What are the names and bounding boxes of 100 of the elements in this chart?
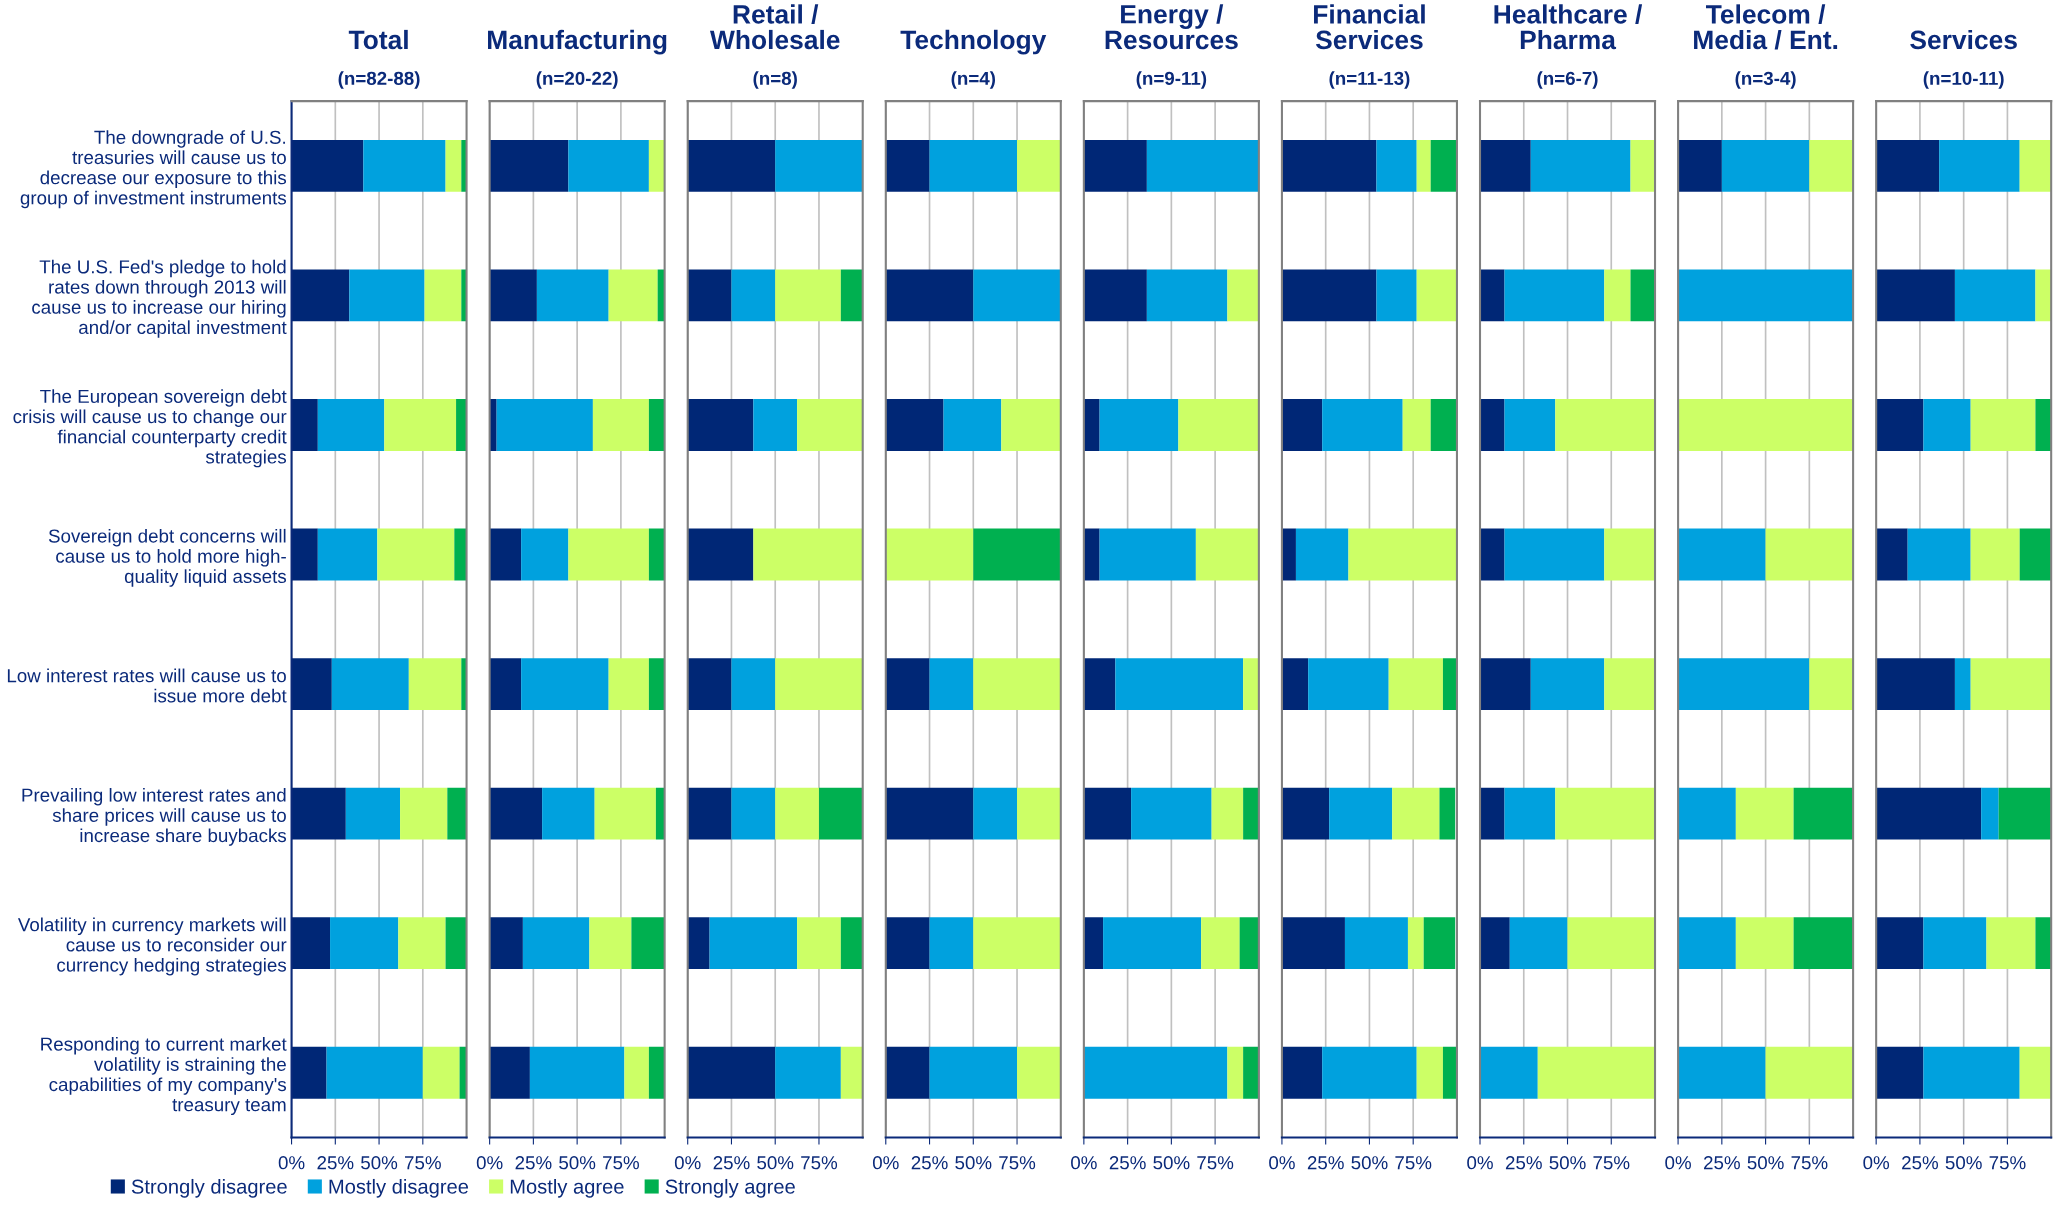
x-tick-label: 75%: [1593, 1156, 1630, 1170]
bar: [331, 658, 409, 710]
bar: [461, 658, 467, 710]
x-tick-label: 50%: [1549, 1156, 1586, 1170]
y-tick-label: The European sovereign debt crisis will cause us to change our financial counterparty credit strategies: [13, 389, 287, 468]
chart-subtitle: (n=4): [951, 71, 996, 89]
chart-title: Telecom / Media / Ent.: [1694, 4, 1838, 50]
chart-subtitle: (n=6-7): [1537, 71, 1598, 89]
bar: [648, 139, 665, 192]
bar: [1735, 787, 1794, 840]
bar: [589, 917, 632, 970]
bar: [687, 528, 754, 581]
bar: [1765, 1046, 1854, 1099]
bar: [408, 658, 462, 710]
x-tick-label: 25%: [317, 1156, 354, 1170]
bar: [568, 139, 649, 192]
bar: [521, 658, 609, 710]
bar: [1442, 1046, 1457, 1099]
x-tick-label: 0%: [674, 1156, 701, 1170]
bar: [624, 1046, 649, 1099]
x-tick-label: 25%: [1109, 1156, 1146, 1170]
chart-title: Energy / Resources: [1105, 4, 1238, 50]
bar: [973, 269, 1061, 322]
bar: [1876, 1046, 1924, 1099]
bar: [1970, 528, 2020, 581]
bar: [1402, 399, 1431, 451]
bar: [1793, 787, 1854, 840]
bar: [1115, 658, 1244, 710]
bar: [1530, 139, 1631, 192]
bar: [648, 399, 665, 451]
x-tick-label: 75%: [1395, 1156, 1432, 1170]
bar: [648, 658, 665, 710]
bar: [687, 269, 732, 322]
x-tick-label: 75%: [603, 1156, 639, 1170]
bar: [1083, 917, 1104, 970]
bar: [461, 139, 467, 192]
bar: [1630, 139, 1656, 192]
bar: [1281, 139, 1377, 192]
bar: [1480, 1046, 1538, 1099]
bar: [1480, 269, 1505, 322]
x-tick-label: 50%: [955, 1156, 992, 1170]
bar: [1099, 528, 1196, 581]
bar: [1555, 787, 1656, 840]
bar: [1388, 658, 1443, 710]
bar: [2019, 528, 2052, 581]
bar: [1322, 399, 1403, 451]
bar: [1017, 139, 1061, 192]
bar: [1480, 917, 1510, 970]
bar: [521, 528, 569, 581]
bar: [709, 917, 798, 970]
bar: [1876, 399, 1924, 451]
bar: [1954, 269, 2036, 322]
x-tick-label: 75%: [801, 1156, 838, 1170]
bar: [1201, 917, 1240, 970]
bar: [445, 917, 467, 970]
x-tick-label: 50%: [1351, 1156, 1388, 1170]
chart-title: Manufacturing: [488, 29, 667, 55]
bar: [1678, 528, 1766, 581]
bar: [1281, 658, 1309, 710]
y-tick-label: Low interest rates will cause us to issue more debt: [7, 668, 287, 703]
x-tick-label: 0%: [872, 1156, 899, 1170]
bar: [775, 787, 819, 840]
bar: [1407, 917, 1424, 970]
chart-title: Services: [1910, 29, 2017, 50]
bar: [1178, 399, 1259, 451]
bar: [797, 399, 863, 451]
bar: [753, 399, 798, 451]
bar: [1239, 917, 1259, 970]
bar: [1923, 399, 1971, 451]
bar: [1227, 1046, 1244, 1099]
x-tick-label: 50%: [559, 1156, 596, 1170]
bar: [1678, 917, 1736, 970]
chart-subtitle: (n=20-22): [536, 71, 618, 89]
bar: [1001, 399, 1061, 451]
bar: [326, 1046, 423, 1099]
bar: [1480, 399, 1505, 451]
bar: [648, 1046, 665, 1099]
x-tick-label: 75%: [999, 1156, 1036, 1170]
bar: [1923, 917, 1987, 970]
bar: [1243, 658, 1259, 710]
bar: [1392, 787, 1440, 840]
legend-label: Strongly disagree: [131, 1178, 287, 1198]
chart-title: Healthcare / Pharma: [1494, 4, 1643, 50]
bar: [445, 139, 462, 192]
x-tick-label: 25%: [515, 1156, 552, 1170]
bar: [592, 399, 649, 451]
x-tick-label: 0%: [1467, 1156, 1493, 1170]
bar: [422, 1046, 460, 1099]
chart-title: Technology: [900, 29, 1047, 55]
bar: [1509, 917, 1568, 970]
bar: [363, 139, 446, 192]
y-tick-label: The downgrade of U.S. treasuries will cause us to decrease our exposure to this group of investment instruments: [20, 130, 287, 209]
bar: [1555, 399, 1656, 451]
bar: [317, 399, 385, 451]
x-tick-label: 25%: [1505, 1156, 1542, 1170]
bar: [1131, 787, 1212, 840]
x-tick-label: 75%: [1197, 1156, 1234, 1170]
bar: [594, 787, 656, 840]
bar: [568, 528, 649, 581]
x-tick-label: 0%: [1071, 1156, 1097, 1170]
